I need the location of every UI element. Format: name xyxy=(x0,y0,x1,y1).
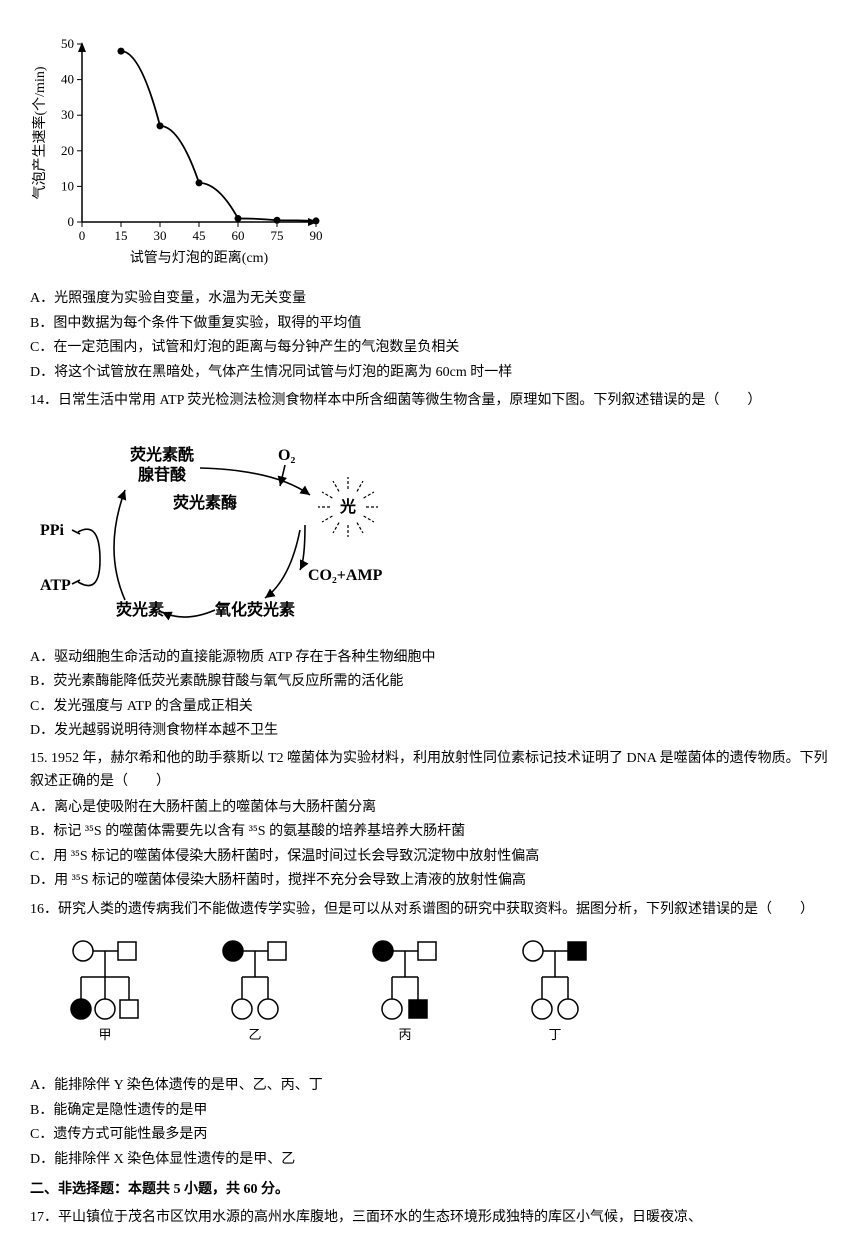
svg-text:75: 75 xyxy=(271,228,284,243)
svg-text:荧光素: 荧光素 xyxy=(116,600,164,619)
q13-option-b: B．图中数据为每个条件下做重复实验，取得的平均值 xyxy=(30,313,830,335)
svg-text:45: 45 xyxy=(193,228,206,243)
svg-text:气泡产生速率(个/min): 气泡产生速率(个/min) xyxy=(31,66,48,199)
q17-stem: 17．平山镇位于茂名市区饮用水源的高州水库腹地，三面环水的生态环境形成独特的库区… xyxy=(30,1207,830,1229)
svg-text:O₂: O₂ xyxy=(278,447,295,464)
q13-chart-svg: 0 15 30 45 60 75 90 0 10 20 30 40 50 试管与灯泡的距离(cm) 气泡产生… xyxy=(30,30,330,270)
q15-option-c: C．用 ³⁵S 标记的噬菌体侵染大肠杆菌时，保温时间过长会导致沉淀物中放射性偏高 xyxy=(30,846,830,868)
q14-diagram: 荧光素酰腺苷酸荧光素酶 O₂ PPi ATP 荧光素 氧化荧光素 CO₂+AMP 光 xyxy=(30,420,830,638)
q14-option-d: D．发光越弱说明待测食物样本越不卫生 xyxy=(30,720,830,742)
svg-text:90: 90 xyxy=(310,228,323,243)
q15-option-a: A．离心是使吸附在大肠杆菌上的噬菌体与大肠杆菌分离 xyxy=(30,797,830,819)
q14-cycle-svg: 荧光素酰腺苷酸荧光素酶 O₂ PPi ATP 荧光素 氧化荧光素 CO₂+AMP 光 xyxy=(30,420,390,630)
svg-text:15: 15 xyxy=(115,228,128,243)
q14-option-b: B．荧光素酶能降低荧光素酰腺苷酸与氧气反应所需的活化能 xyxy=(30,671,830,693)
svg-text:60: 60 xyxy=(232,228,245,243)
q14-stem: 14．日常生活中常用 ATP 荧光检测法检测食物样本中所含细菌等微生物含量，原理… xyxy=(30,390,830,412)
svg-text:10: 10 xyxy=(61,178,74,193)
q16-pedigree: 甲乙丙丁 xyxy=(30,929,830,1067)
q13-option-d: D．将这个试管放在黑暗处，气体产生情况同试管与灯泡的距离为 60cm 时一样 xyxy=(30,362,830,384)
svg-text:丁: 丁 xyxy=(548,1027,561,1042)
q16-option-d: D．能排除伴 X 染色体显性遗传的是甲、乙 xyxy=(30,1149,830,1171)
svg-text:ATP: ATP xyxy=(40,577,71,594)
svg-text:荧光素酶: 荧光素酶 xyxy=(173,493,237,512)
svg-text:20: 20 xyxy=(61,143,74,158)
q13-option-c: C．在一定范围内，试管和灯泡的距离与每分钟产生的气泡数呈负相关 xyxy=(30,337,830,359)
q16-option-b: B．能确定是隐性遗传的是甲 xyxy=(30,1100,830,1122)
svg-text:光: 光 xyxy=(339,497,356,516)
svg-text:试管与灯泡的距离(cm): 试管与灯泡的距离(cm) xyxy=(130,249,269,266)
section2-header: 二、非选择题：本题共 5 小题，共 60 分。 xyxy=(30,1179,830,1201)
q15-stem: 15. 1952 年，赫尔希和他的助手蔡斯以 T2 噬菌体为实验材料，利用放射性… xyxy=(30,748,830,793)
q16-pedigree-svg: 甲乙丙丁 xyxy=(30,929,630,1059)
q16-option-a: A．能排除伴 Y 染色体遗传的是甲、乙、丙、丁 xyxy=(30,1075,830,1097)
svg-text:40: 40 xyxy=(61,72,74,87)
svg-text:丙: 丙 xyxy=(398,1027,411,1042)
svg-text:甲: 甲 xyxy=(98,1027,111,1042)
svg-text:乙: 乙 xyxy=(248,1027,261,1042)
svg-text:0: 0 xyxy=(68,214,75,229)
svg-text:CO₂+AMP: CO₂+AMP xyxy=(308,567,383,584)
svg-text:腺苷酸: 腺苷酸 xyxy=(138,465,187,484)
svg-text:30: 30 xyxy=(61,107,74,122)
q16-option-c: C．遗传方式可能性最多是丙 xyxy=(30,1124,830,1146)
svg-text:氧化荧光素: 氧化荧光素 xyxy=(214,600,295,619)
q14-option-a: A．驱动细胞生命活动的直接能源物质 ATP 存在于各种生物细胞中 xyxy=(30,647,830,669)
svg-text:PPi: PPi xyxy=(40,522,65,539)
q13-option-a: A．光照强度为实验自变量，水温为无关变量 xyxy=(30,288,830,310)
svg-text:30: 30 xyxy=(154,228,167,243)
q15-option-d: D．用 ³⁵S 标记的噬菌体侵染大肠杆菌时，搅拌不充分会导致上清液的放射性偏高 xyxy=(30,870,830,892)
svg-text:0: 0 xyxy=(79,228,86,243)
svg-text:50: 50 xyxy=(61,36,74,51)
q13-chart: 0 15 30 45 60 75 90 0 10 20 30 40 50 试管与灯泡的距离(cm) 气泡产生… xyxy=(30,30,830,278)
q14-option-c: C．发光强度与 ATP 的含量成正相关 xyxy=(30,696,830,718)
q15-option-b: B．标记 ³⁵S 的噬菌体需要先以含有 ³⁵S 的氨基酸的培养基培养大肠杆菌 xyxy=(30,821,830,843)
q16-stem: 16．研究人类的遗传病我们不能做遗传学实验，但是可以从对系谱图的研究中获取资料。… xyxy=(30,899,830,921)
svg-text:荧光素酰: 荧光素酰 xyxy=(130,445,194,464)
